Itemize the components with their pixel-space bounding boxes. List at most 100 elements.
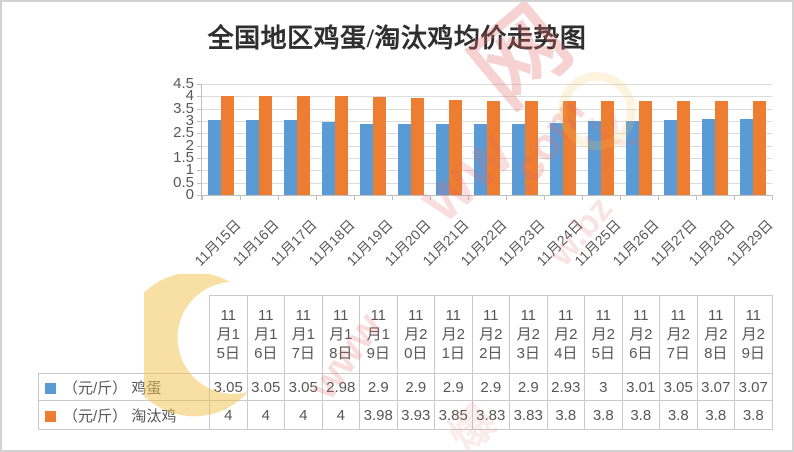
series-legend-label: （元/斤） 淘汰鸡: [63, 407, 177, 425]
bar-group: [392, 84, 430, 195]
bar-鸡蛋: [588, 121, 601, 195]
bar-淘汰鸡: [639, 101, 652, 195]
date-header-cell: 11 月1 6日: [246, 295, 285, 374]
date-header-line: 5日: [591, 345, 615, 362]
bar-鸡蛋: [550, 122, 563, 195]
date-header-line: 11: [370, 307, 387, 324]
value-cell: 3.93: [396, 400, 435, 430]
y-axis-tick: [197, 108, 201, 110]
bar-鸡蛋: [702, 119, 715, 195]
y-axis-tick: [197, 195, 201, 196]
bar-淘汰鸡: [411, 98, 424, 195]
gridline: [202, 84, 772, 85]
value-cell: 3.05: [284, 373, 323, 401]
x-axis-tick: [582, 195, 583, 200]
date-header-line: 11: [257, 307, 274, 324]
y-axis-label: 0: [185, 186, 194, 203]
y-axis-label: 2.5: [173, 124, 194, 142]
bar-鸡蛋: [664, 119, 677, 195]
date-header-cell: 11 月2 1日: [434, 295, 473, 374]
value-cell: 2.9: [471, 373, 510, 401]
series-swatch-icon: [45, 382, 56, 394]
value-cell: 3.8: [696, 400, 735, 430]
bar-鸡蛋: [360, 123, 373, 195]
bar-group: [354, 84, 392, 195]
x-axis-tick: [202, 195, 203, 200]
x-axis-tick: [392, 195, 393, 200]
value-cell: 2.9: [359, 373, 398, 401]
bar-鸡蛋: [436, 123, 449, 195]
date-header-line: 月2: [516, 326, 540, 343]
y-axis-tick: [197, 145, 201, 147]
bar-鸡蛋: [740, 119, 753, 195]
bar-group: [240, 84, 278, 195]
y-axis-label: 3: [185, 112, 194, 129]
x-axis-tick: [430, 195, 431, 200]
y-axis-tick: [197, 158, 201, 159]
date-header-line: 月1: [366, 326, 390, 343]
value-cell: 2.9: [509, 373, 548, 401]
date-header-line: 11: [670, 307, 687, 324]
y-axis-tick: [197, 121, 201, 122]
value-cell: 3.05: [246, 373, 285, 401]
value-cell: 4: [321, 400, 360, 430]
value-cell: 4: [284, 400, 323, 430]
series-row: （元/斤） 淘汰鸡 4 4 4 4 3.98 3.93 3.85 3.83 3.83 3.8 3.8 3…: [38, 400, 773, 430]
date-header-line: 1日: [441, 345, 465, 362]
date-header-line: 4日: [554, 345, 578, 362]
y-axis-label: 3.5: [173, 99, 194, 117]
date-header-line: 6日: [254, 345, 278, 362]
value-cell: 3.05: [209, 373, 248, 401]
date-header-line: 11: [220, 307, 237, 324]
date-header-line: 月2: [441, 326, 465, 343]
date-header-cell: 11 月1 8日: [321, 295, 360, 374]
value-cell: 4: [209, 400, 248, 430]
date-header-line: 0日: [404, 345, 428, 362]
series-row: （元/斤） 鸡蛋 3.05 3.05 3.05 2.98 2.9 2.9 2.9 2.9 2.9 2…: [38, 373, 773, 401]
y-axis-label: 2: [185, 136, 194, 154]
value-cell: 3.8: [584, 400, 623, 430]
date-header-cell: 11 月2 9日: [734, 295, 773, 374]
x-axis-tick: [240, 195, 241, 200]
date-header-line: 11: [295, 307, 312, 324]
date-header-line: 11: [520, 307, 537, 324]
value-cell: 2.98: [321, 373, 360, 401]
value-cell: 3.01: [621, 373, 660, 401]
value-cell: 2.9: [434, 373, 473, 401]
value-cell: 3.8: [659, 400, 698, 430]
value-cell: 3.07: [734, 373, 773, 401]
date-header-cell: 11 月1 5日: [209, 295, 248, 374]
y-axis-tick: [197, 170, 201, 172]
value-cell: 3.83: [509, 400, 548, 430]
y-axis-label: 1.5: [173, 149, 194, 166]
bar-鸡蛋: [208, 119, 221, 195]
bar-淘汰鸡: [715, 101, 728, 195]
date-header-line: 11: [407, 307, 424, 324]
data-table-wrap: 11 月1 5日 11 月1 6日 11 月1 7日 11 月1 8日 11 月1 9日 11 月2 0日 11 月2…: [38, 295, 773, 430]
x-axis-tick: [354, 195, 355, 200]
bar-淘汰鸡: [449, 100, 462, 195]
chart-title: 全国地区鸡蛋/淘汰鸡均价走势图: [207, 24, 587, 53]
date-header-line: 月2: [629, 326, 653, 343]
date-header-line: 11: [632, 307, 649, 324]
x-axis-tick: [316, 195, 317, 200]
date-header-line: 6日: [629, 345, 653, 362]
bar-淘汰鸡: [601, 101, 614, 195]
date-header-cell: 11 月2 6日: [621, 295, 660, 374]
bar-group: [506, 84, 544, 195]
value-cell: 3.8: [546, 400, 585, 430]
value-cell: 3.8: [621, 400, 660, 430]
date-header-cell: 11 月2 8日: [696, 295, 735, 374]
date-header-line: 月2: [554, 326, 578, 343]
date-header-cell: 11 月2 4日: [546, 295, 585, 374]
bar-group: [544, 84, 582, 195]
date-header-line: 7日: [291, 345, 315, 362]
bar-group: [582, 84, 620, 195]
date-header-line: 3日: [516, 345, 540, 362]
date-header-line: 11: [445, 307, 462, 324]
y-axis-label: 4.5: [173, 75, 194, 92]
bar-group: [658, 84, 696, 195]
date-header-line: 月2: [479, 326, 503, 343]
bar-淘汰鸡: [677, 101, 690, 195]
